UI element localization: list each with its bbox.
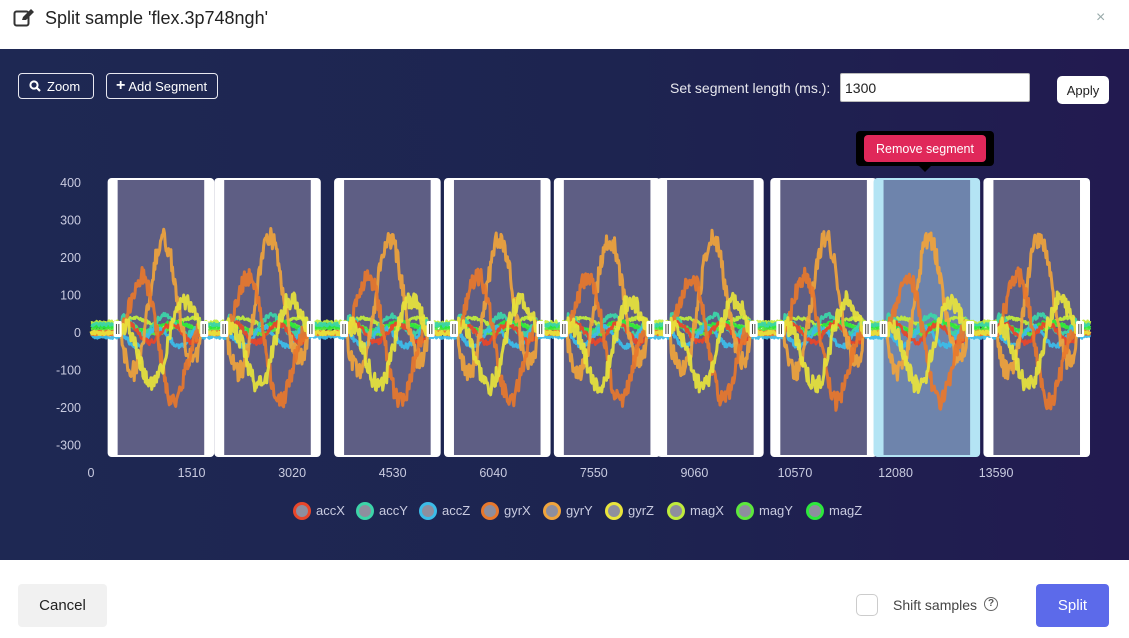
x-tick-label: 0: [88, 466, 95, 480]
segment-end-handle[interactable]: [426, 321, 435, 337]
segment-start-handle[interactable]: [340, 321, 349, 337]
x-tick-label: 3020: [278, 466, 306, 480]
legend-label: accZ: [442, 503, 470, 518]
zoom-label: Zoom: [47, 78, 81, 94]
legend-swatch-inner: [670, 505, 682, 517]
help-icon[interactable]: ?: [984, 597, 998, 611]
x-tick-label: 10570: [778, 466, 813, 480]
remove-segment-button[interactable]: [864, 135, 986, 162]
segment-start-handle[interactable]: [879, 321, 888, 337]
legend-label: accY: [379, 503, 408, 518]
shift-samples-checkbox[interactable]: [856, 594, 878, 616]
segment-end-handle[interactable]: [749, 321, 758, 337]
x-tick-label: 7550: [580, 466, 608, 480]
x-axis: 0 1510 3020 4530 6040 7550 9060 10570 12080 13590: [88, 466, 1014, 480]
legend-swatch-inner: [484, 505, 496, 517]
zoom-button[interactable]: Zoom: [18, 73, 94, 99]
segment-start-handle[interactable]: [113, 321, 122, 337]
legend-swatch-inner: [608, 505, 620, 517]
segment-start-handle[interactable]: [559, 321, 568, 337]
y-tick-label: 400: [60, 176, 81, 190]
x-tick-label: 13590: [979, 466, 1014, 480]
search-icon: [29, 80, 41, 92]
legend-item-gyrY[interactable]: gyrY: [543, 502, 593, 520]
legend-item-magZ[interactable]: magZ: [806, 502, 862, 520]
cancel-button[interactable]: Cancel: [18, 584, 107, 627]
segment-end-handle[interactable]: [306, 321, 315, 337]
legend-label: gyrY: [566, 503, 593, 518]
y-tick-label: -300: [56, 439, 81, 453]
y-tick-label: 100: [60, 288, 81, 302]
segment-end-handle[interactable]: [200, 321, 209, 337]
segment-start-handle[interactable]: [989, 321, 998, 337]
legend-swatch-inner: [546, 505, 558, 517]
legend-label: magX: [690, 503, 724, 518]
y-tick-label: 300: [60, 213, 81, 227]
series-line-gyrZ: [89, 290, 1091, 397]
legend-swatch-inner: [809, 505, 821, 517]
segment-end-handle[interactable]: [1076, 321, 1085, 337]
y-tick-label: 200: [60, 251, 81, 265]
x-tick-label: 9060: [680, 466, 708, 480]
apply-button[interactable]: Apply: [1057, 76, 1109, 104]
segment-end-handle[interactable]: [646, 321, 655, 337]
legend-swatch-inner: [422, 505, 434, 517]
shift-samples-label: Shift samples: [893, 597, 978, 613]
x-tick-label: 1510: [178, 466, 206, 480]
legend-label: accX: [316, 503, 345, 518]
y-tick-label: 0: [74, 326, 81, 340]
legend-item-magX[interactable]: magX: [667, 502, 724, 520]
legend-item-gyrZ[interactable]: gyrZ: [605, 502, 654, 520]
x-tick-label: 4530: [379, 466, 407, 480]
tooltip-arrow: [919, 166, 931, 172]
legend-item-gyrX[interactable]: gyrX: [481, 502, 531, 520]
add-segment-button[interactable]: + Add Segment: [106, 73, 218, 99]
segment-start-handle[interactable]: [449, 321, 458, 337]
close-icon[interactable]: ×: [1096, 9, 1106, 26]
legend-item-accY[interactable]: accY: [356, 502, 408, 520]
plus-icon: +: [116, 77, 126, 94]
legend-item-accX[interactable]: accX: [293, 502, 345, 520]
legend-swatch-inner: [359, 505, 371, 517]
segment-handles: [113, 321, 1085, 337]
y-tick-label: -100: [56, 364, 81, 378]
dialog-footer: Cancel Shift samples ? Split: [0, 560, 1129, 638]
legend-swatch-inner: [739, 505, 751, 517]
legend-label: gyrX: [504, 503, 531, 518]
segment-start-handle[interactable]: [220, 321, 229, 337]
legend-item-magY[interactable]: magY: [736, 502, 793, 520]
legend: accX accY accZ gyrX gyrY gyrZ magX magY magZ: [293, 502, 862, 520]
remove-segment-label: Remove segment: [876, 142, 974, 156]
segment-length-input[interactable]: [840, 73, 1030, 102]
segment-start-handle[interactable]: [663, 321, 672, 337]
dialog-header: Split sample 'flex.3p748ngh' ×: [0, 0, 1129, 49]
segment-end-handle[interactable]: [966, 321, 975, 337]
dialog-title: Split sample 'flex.3p748ngh': [45, 8, 269, 28]
x-tick-label: 6040: [479, 466, 507, 480]
legend-label: magY: [759, 503, 793, 518]
edit-icon: [13, 9, 34, 27]
segment-end-handle[interactable]: [536, 321, 545, 337]
segment-length-label: Set segment length (ms.):: [670, 80, 831, 96]
legend-label: magZ: [829, 503, 862, 518]
sensor-chart: 400 300 200 100 0 -100 -200 -300 0 1510 3020 4530 6…: [56, 131, 1092, 520]
add-segment-label: Add Segment: [128, 78, 208, 94]
y-axis: 400 300 200 100 0 -100 -200 -300: [56, 176, 81, 453]
series-line-gyrX: [89, 266, 1092, 412]
legend-item-accZ[interactable]: accZ: [419, 502, 470, 520]
segment-end-handle[interactable]: [862, 321, 871, 337]
y-tick-label: -200: [56, 401, 81, 415]
remove-segment-tooltip[interactable]: Remove segment: [856, 131, 994, 172]
series-lines: [89, 227, 1092, 412]
split-button[interactable]: Split: [1036, 584, 1109, 627]
segment-start-handle[interactable]: [776, 321, 785, 337]
legend-swatch-inner: [296, 505, 308, 517]
x-tick-label: 12080: [878, 466, 913, 480]
legend-label: gyrZ: [628, 503, 654, 518]
